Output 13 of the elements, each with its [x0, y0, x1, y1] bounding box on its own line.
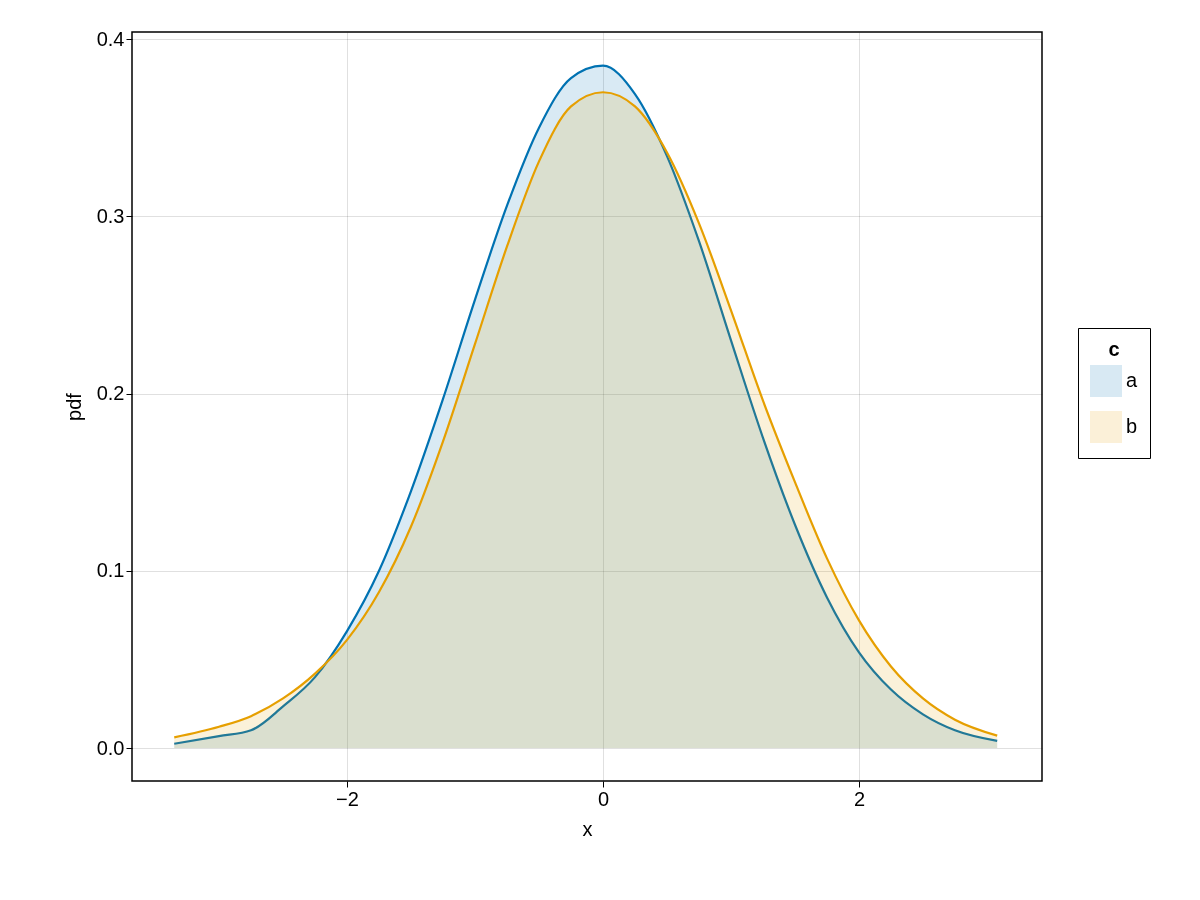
- x-tick-label: 0: [597, 787, 610, 810]
- y-tick-label: 0.3: [96, 204, 125, 227]
- y-tick-label: 0.1: [96, 559, 125, 582]
- x-tick-label: 2: [853, 787, 866, 810]
- legend-label: b: [1126, 415, 1138, 437]
- y-tick-label: 0.2: [96, 382, 125, 405]
- legend-label: a: [1126, 369, 1138, 391]
- x-tick-label: −2: [336, 787, 359, 810]
- y-tick-label: 0.0: [96, 736, 125, 759]
- legend-title: c: [1108, 338, 1120, 360]
- y-tick-label: 0.4: [96, 27, 125, 50]
- y-axis-title: pdf: [62, 392, 85, 421]
- x-axis-title: x: [582, 817, 593, 840]
